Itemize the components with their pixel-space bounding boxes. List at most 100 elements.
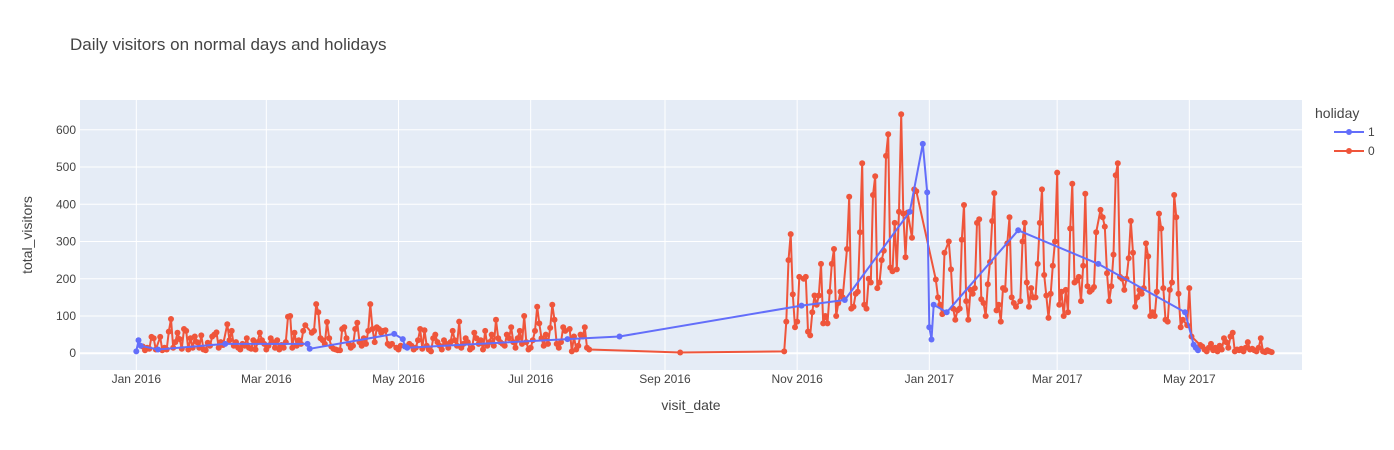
data-point-1[interactable] — [928, 336, 935, 343]
data-point-0[interactable] — [202, 347, 209, 354]
data-point-0[interactable] — [213, 329, 220, 336]
data-point-0[interactable] — [872, 173, 879, 180]
data-point-0[interactable] — [1143, 240, 1149, 247]
data-point-0[interactable] — [878, 257, 885, 264]
data-point-0[interactable] — [976, 216, 983, 223]
data-point-0[interactable] — [480, 346, 486, 353]
data-point-0[interactable] — [1091, 284, 1097, 290]
data-point-0[interactable] — [857, 229, 863, 236]
data-point-0[interactable] — [1039, 186, 1045, 193]
data-point-0[interactable] — [183, 327, 190, 334]
data-point-0[interactable] — [490, 342, 497, 349]
data-point-0[interactable] — [1186, 285, 1193, 292]
data-point-0[interactable] — [1175, 290, 1182, 297]
data-point-0[interactable] — [256, 329, 263, 336]
data-point-0[interactable] — [551, 316, 558, 323]
data-point-0[interactable] — [1097, 206, 1104, 213]
data-point-0[interactable] — [891, 219, 898, 226]
data-point-1[interactable] — [841, 297, 848, 303]
data-point-0[interactable] — [811, 292, 818, 299]
data-point-0[interactable] — [1153, 288, 1160, 295]
data-point-0[interactable] — [787, 231, 794, 238]
data-point-0[interactable] — [859, 160, 866, 167]
data-point-0[interactable] — [1223, 339, 1230, 346]
data-point-0[interactable] — [174, 329, 181, 336]
data-point-0[interactable] — [1082, 190, 1089, 197]
data-point-1[interactable] — [798, 302, 805, 309]
data-point-0[interactable] — [1104, 270, 1110, 277]
data-point-0[interactable] — [176, 336, 183, 343]
data-point-0[interactable] — [997, 318, 1004, 325]
data-point-0[interactable] — [893, 266, 900, 273]
data-point-0[interactable] — [995, 301, 1002, 308]
data-point-1[interactable] — [924, 189, 931, 196]
data-point-0[interactable] — [1047, 290, 1054, 297]
data-point-0[interactable] — [876, 279, 883, 286]
data-point-0[interactable] — [980, 300, 987, 306]
data-point-0[interactable] — [1075, 273, 1082, 280]
data-point-1[interactable] — [919, 140, 926, 147]
data-point-0[interactable] — [1130, 249, 1136, 256]
data-point-0[interactable] — [547, 324, 554, 331]
data-point-0[interactable] — [1145, 253, 1152, 260]
data-point-0[interactable] — [566, 326, 573, 332]
data-point-0[interactable] — [228, 327, 235, 334]
data-point-0[interactable] — [224, 321, 231, 328]
data-point-0[interactable] — [789, 291, 796, 298]
data-point-0[interactable] — [1134, 294, 1141, 301]
data-point-0[interactable] — [313, 301, 320, 308]
data-point-0[interactable] — [415, 337, 421, 344]
data-point-0[interactable] — [1008, 294, 1015, 301]
data-point-0[interactable] — [809, 309, 816, 316]
data-point-0[interactable] — [252, 346, 259, 353]
data-point-0[interactable] — [337, 347, 343, 354]
data-point-0[interactable] — [1151, 313, 1158, 319]
data-point-0[interactable] — [382, 327, 389, 334]
data-point-0[interactable] — [1060, 313, 1067, 319]
data-point-0[interactable] — [909, 234, 915, 241]
data-point-0[interactable] — [984, 281, 991, 288]
data-point-0[interactable] — [1268, 349, 1275, 356]
data-point-0[interactable] — [501, 342, 508, 349]
data-point-0[interactable] — [828, 260, 835, 267]
data-point-0[interactable] — [1244, 339, 1251, 346]
data-point-0[interactable] — [1026, 303, 1032, 310]
data-point-1[interactable] — [155, 346, 161, 353]
data-point-0[interactable] — [1106, 298, 1113, 305]
data-point-0[interactable] — [324, 319, 330, 325]
data-point-0[interactable] — [542, 331, 549, 338]
data-point-0[interactable] — [1036, 219, 1043, 226]
data-point-0[interactable] — [1225, 344, 1232, 351]
data-point-0[interactable] — [274, 337, 281, 344]
data-point-0[interactable] — [1132, 303, 1139, 310]
data-point-0[interactable] — [837, 288, 844, 295]
data-point-0[interactable] — [948, 266, 954, 273]
data-point-0[interactable] — [1108, 283, 1115, 290]
data-point-0[interactable] — [833, 313, 840, 319]
data-point-1[interactable] — [926, 324, 933, 331]
data-point-0[interactable] — [1099, 214, 1106, 221]
data-point-0[interactable] — [508, 324, 515, 331]
data-point-1[interactable] — [222, 340, 229, 347]
data-point-0[interactable] — [1114, 160, 1121, 167]
data-point-0[interactable] — [302, 322, 309, 329]
data-point-0[interactable] — [300, 327, 307, 334]
data-point-0[interactable] — [168, 316, 174, 322]
data-point-0[interactable] — [1045, 314, 1052, 321]
data-point-0[interactable] — [870, 192, 876, 198]
data-point-0[interactable] — [824, 320, 831, 327]
data-point-0[interactable] — [854, 288, 861, 295]
data-point-0[interactable] — [343, 335, 350, 342]
data-point-0[interactable] — [1171, 192, 1178, 198]
data-point-0[interactable] — [237, 346, 244, 353]
data-point-1[interactable] — [137, 342, 144, 349]
data-point-0[interactable] — [341, 324, 348, 331]
data-point-0[interactable] — [1179, 316, 1186, 323]
data-point-0[interactable] — [555, 344, 562, 351]
data-point-0[interactable] — [532, 327, 538, 334]
data-point-0[interactable] — [831, 246, 837, 252]
data-point-0[interactable] — [432, 331, 439, 338]
data-point-0[interactable] — [1093, 229, 1100, 236]
data-point-0[interactable] — [1017, 298, 1024, 305]
data-point-0[interactable] — [961, 202, 967, 208]
